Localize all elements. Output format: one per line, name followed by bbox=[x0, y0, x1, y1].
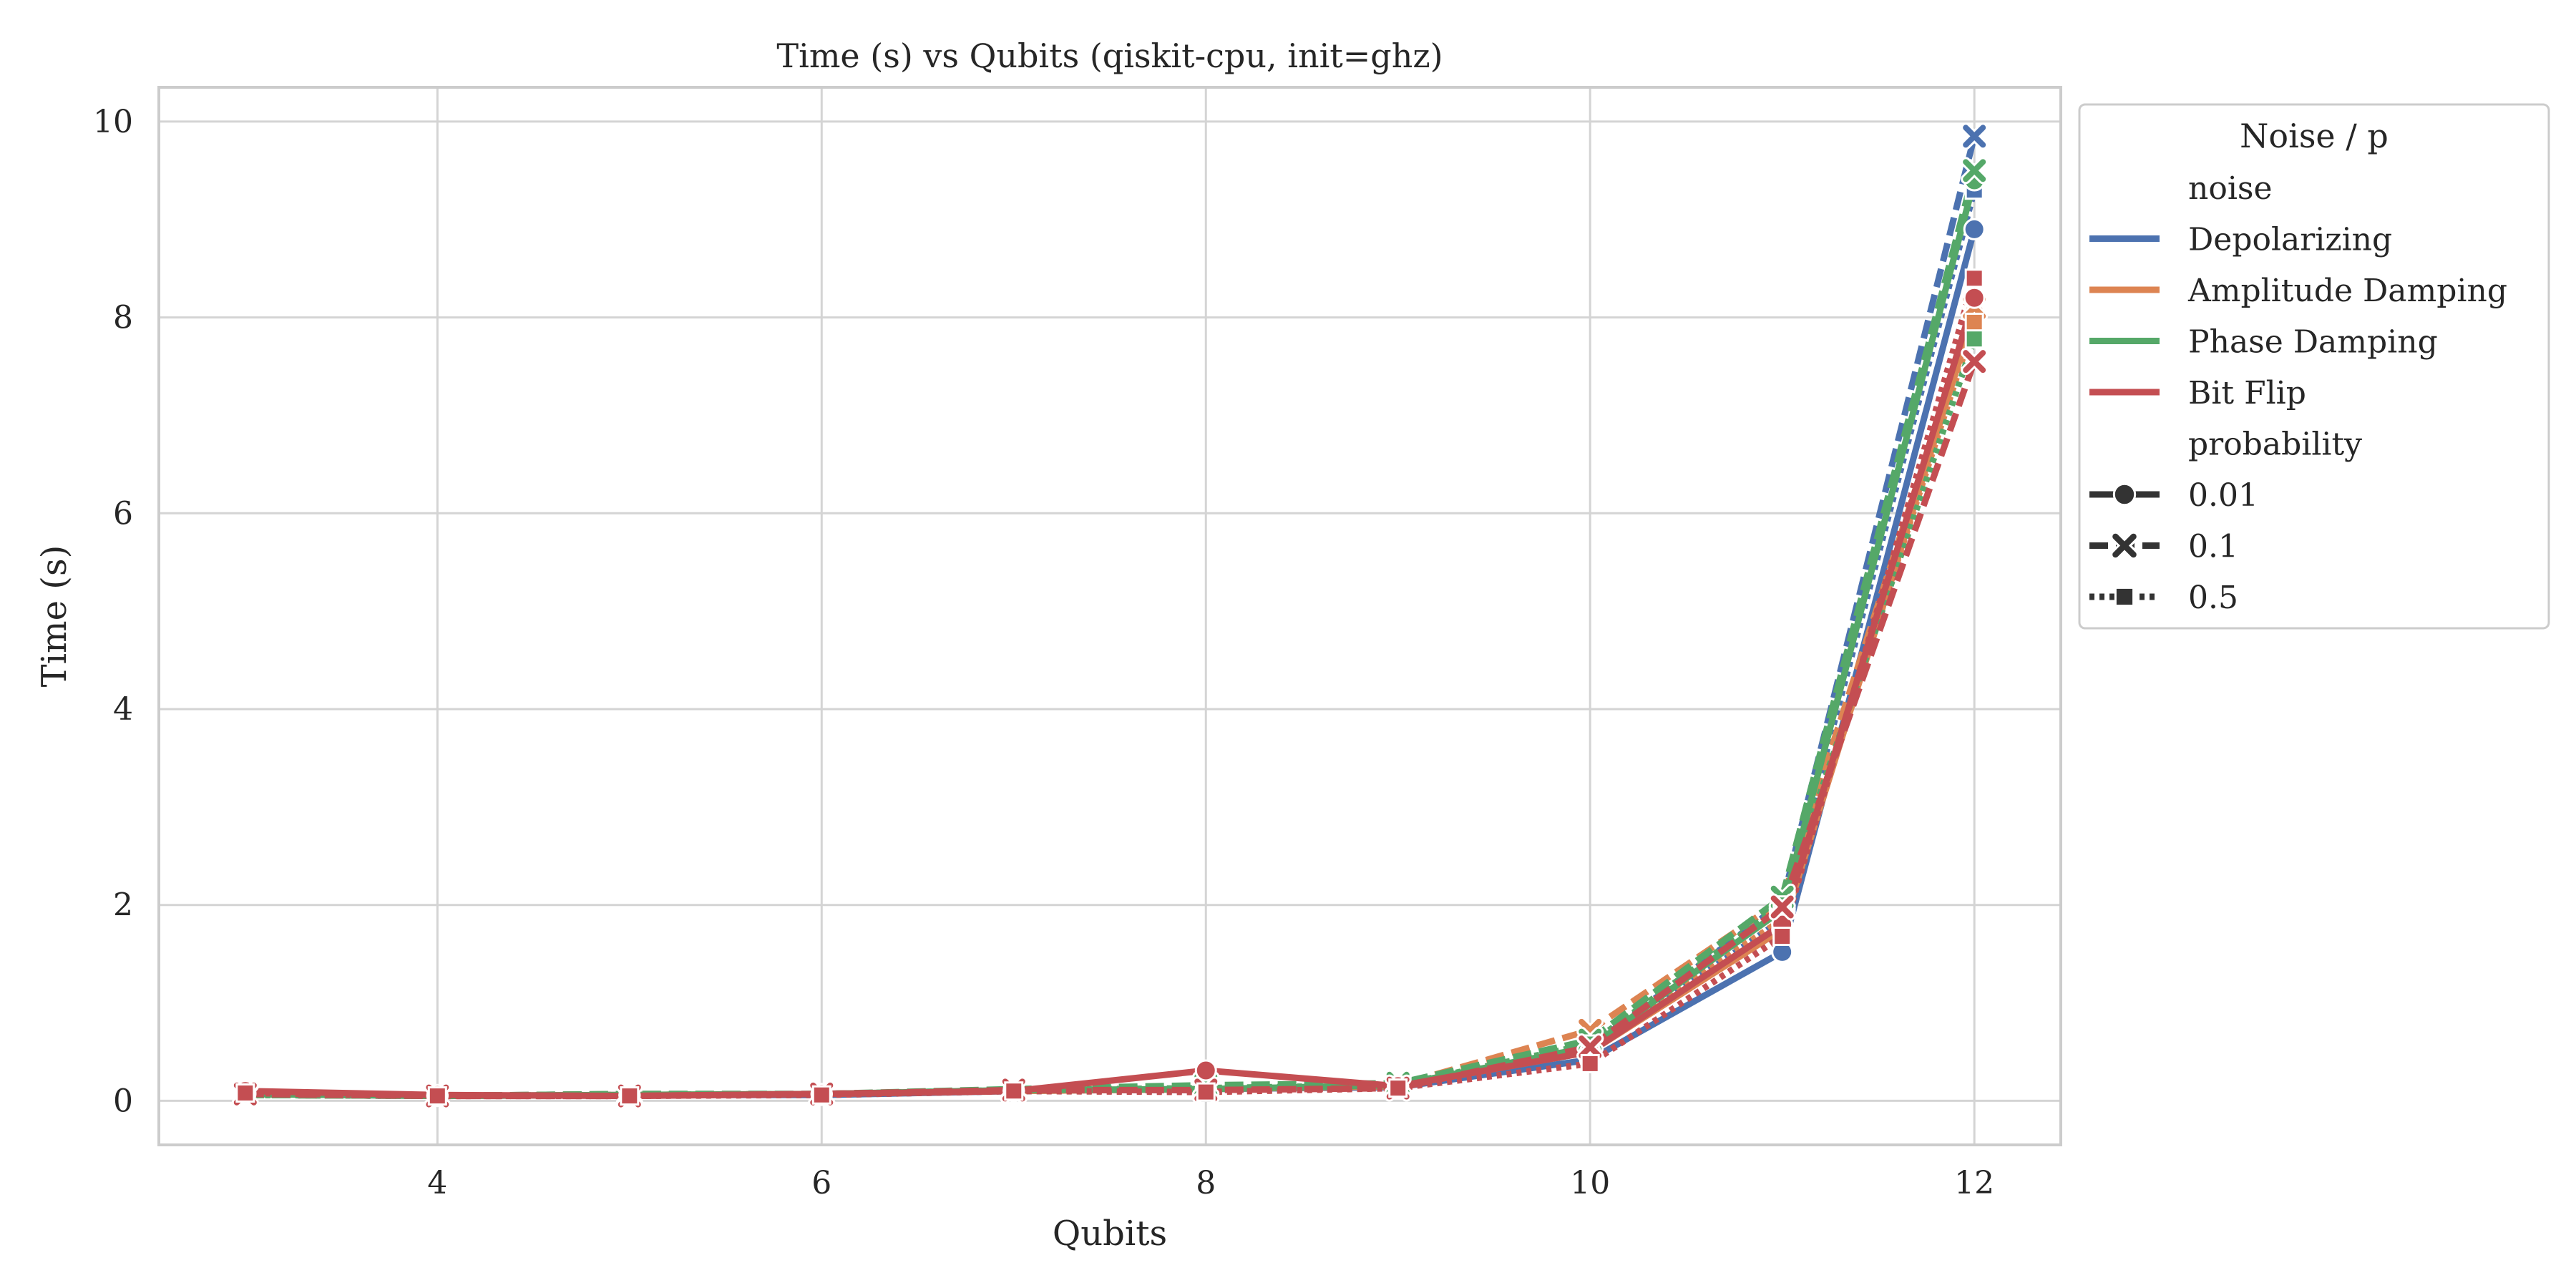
data-point-bit-flip-p001-12 bbox=[1963, 286, 1986, 309]
data-point-bit-flip-p01-12 bbox=[1961, 348, 1989, 376]
data-point-bit-flip-p01-11 bbox=[1768, 893, 1796, 921]
series-line-bit-flip-p05 bbox=[245, 277, 1978, 1100]
legend-label-depolarizing: Depolarizing bbox=[2188, 222, 2392, 258]
legend-label-amplitude-damping: Amplitude Damping bbox=[2187, 273, 2507, 309]
data-point-phase-damping-p05-12 bbox=[1964, 329, 1984, 349]
legend-style-marker-p01 bbox=[2110, 531, 2139, 560]
legend-label-p001: 0.01 bbox=[2188, 477, 2258, 514]
data-point-bit-flip-p05-12 bbox=[1964, 268, 1984, 288]
x-tick-label-8: 8 bbox=[1196, 1165, 1216, 1201]
data-point-bit-flip-p05-7 bbox=[1004, 1081, 1024, 1101]
data-point-bit-flip-p05-10 bbox=[1580, 1053, 1600, 1073]
data-point-bit-flip-p05-4 bbox=[427, 1086, 447, 1106]
legend-label-p05: 0.5 bbox=[2188, 580, 2238, 616]
legend-style-marker-p05 bbox=[2114, 586, 2135, 608]
data-point-amplitude-damping-p05-12 bbox=[1964, 312, 1984, 332]
y-axis-label: Time (s) bbox=[34, 545, 74, 688]
legend-style-marker-p01-stroke bbox=[2112, 533, 2137, 558]
data-point-bit-flip-p01-11-stroke bbox=[1770, 895, 1794, 919]
x-tick-label-12: 12 bbox=[1954, 1165, 1994, 1201]
data-point-bit-flip-p05-8 bbox=[1196, 1082, 1216, 1102]
data-point-bit-flip-p05-3 bbox=[235, 1083, 255, 1103]
data-point-depolarizing-p001-12 bbox=[1963, 218, 1986, 240]
data-point-depolarizing-p01-12 bbox=[1961, 122, 1989, 150]
legend-noise-header: noise bbox=[2188, 170, 2273, 207]
data-point-bit-flip-p05-9 bbox=[1388, 1078, 1408, 1098]
legend-label-phase-damping: Phase Damping bbox=[2188, 324, 2438, 361]
y-tick-label-0: 0 bbox=[113, 1083, 133, 1119]
data-point-bit-flip-p01-10 bbox=[1576, 1033, 1604, 1061]
legend-label-bit-flip: Bit Flip bbox=[2188, 375, 2306, 411]
legend-label-p01: 0.1 bbox=[2188, 529, 2238, 565]
legend-probability-header: probability bbox=[2188, 426, 2362, 463]
data-point-bit-flip-p05-11 bbox=[1772, 927, 1792, 947]
data-point-phase-damping-p01-12 bbox=[1961, 157, 1989, 185]
y-tick-label-4: 4 bbox=[113, 691, 133, 728]
series-line-bit-flip-p001 bbox=[245, 296, 1978, 1100]
data-point-bit-flip-p01-10-stroke bbox=[1579, 1035, 1602, 1059]
data-point-bit-flip-p001-8 bbox=[1194, 1059, 1217, 1082]
x-tick-label-4: 4 bbox=[427, 1165, 447, 1201]
data-point-bit-flip-p05-5 bbox=[620, 1086, 640, 1106]
legend-title: Noise / p bbox=[2240, 117, 2389, 155]
x-tick-label-10: 10 bbox=[1570, 1165, 1610, 1201]
data-point-bit-flip-p05-6 bbox=[811, 1085, 831, 1105]
ticks: 4 6 8 10 12 0 2 4 6 8 10 bbox=[93, 104, 1994, 1201]
x-axis-label: Qubits bbox=[1053, 1214, 1167, 1254]
data-point-bit-flip-p01-12-stroke bbox=[1963, 350, 1986, 374]
chart-title: Time (s) vs Qubits (qiskit-cpu, init=ghz… bbox=[776, 36, 1443, 75]
y-tick-label-10: 10 bbox=[93, 104, 133, 140]
data-point-depolarizing-p01-12-stroke bbox=[1963, 125, 1986, 148]
y-tick-label-6: 6 bbox=[113, 495, 133, 532]
marker-layer bbox=[231, 122, 1989, 1110]
legend-box bbox=[2078, 103, 2550, 630]
plot-frame bbox=[157, 86, 2062, 1146]
y-tick-label-8: 8 bbox=[113, 300, 133, 336]
y-tick-label-2: 2 bbox=[113, 887, 133, 924]
legend-style-marker-p001 bbox=[2112, 482, 2137, 507]
legend: Noise / p noise Depolarizing Amplitude Damp… bbox=[2078, 103, 2550, 630]
grid bbox=[159, 87, 2061, 1145]
series-layer bbox=[245, 135, 1978, 1100]
x-tick-label-6: 6 bbox=[811, 1165, 831, 1201]
data-point-phase-damping-p01-12-stroke bbox=[1963, 159, 1986, 182]
